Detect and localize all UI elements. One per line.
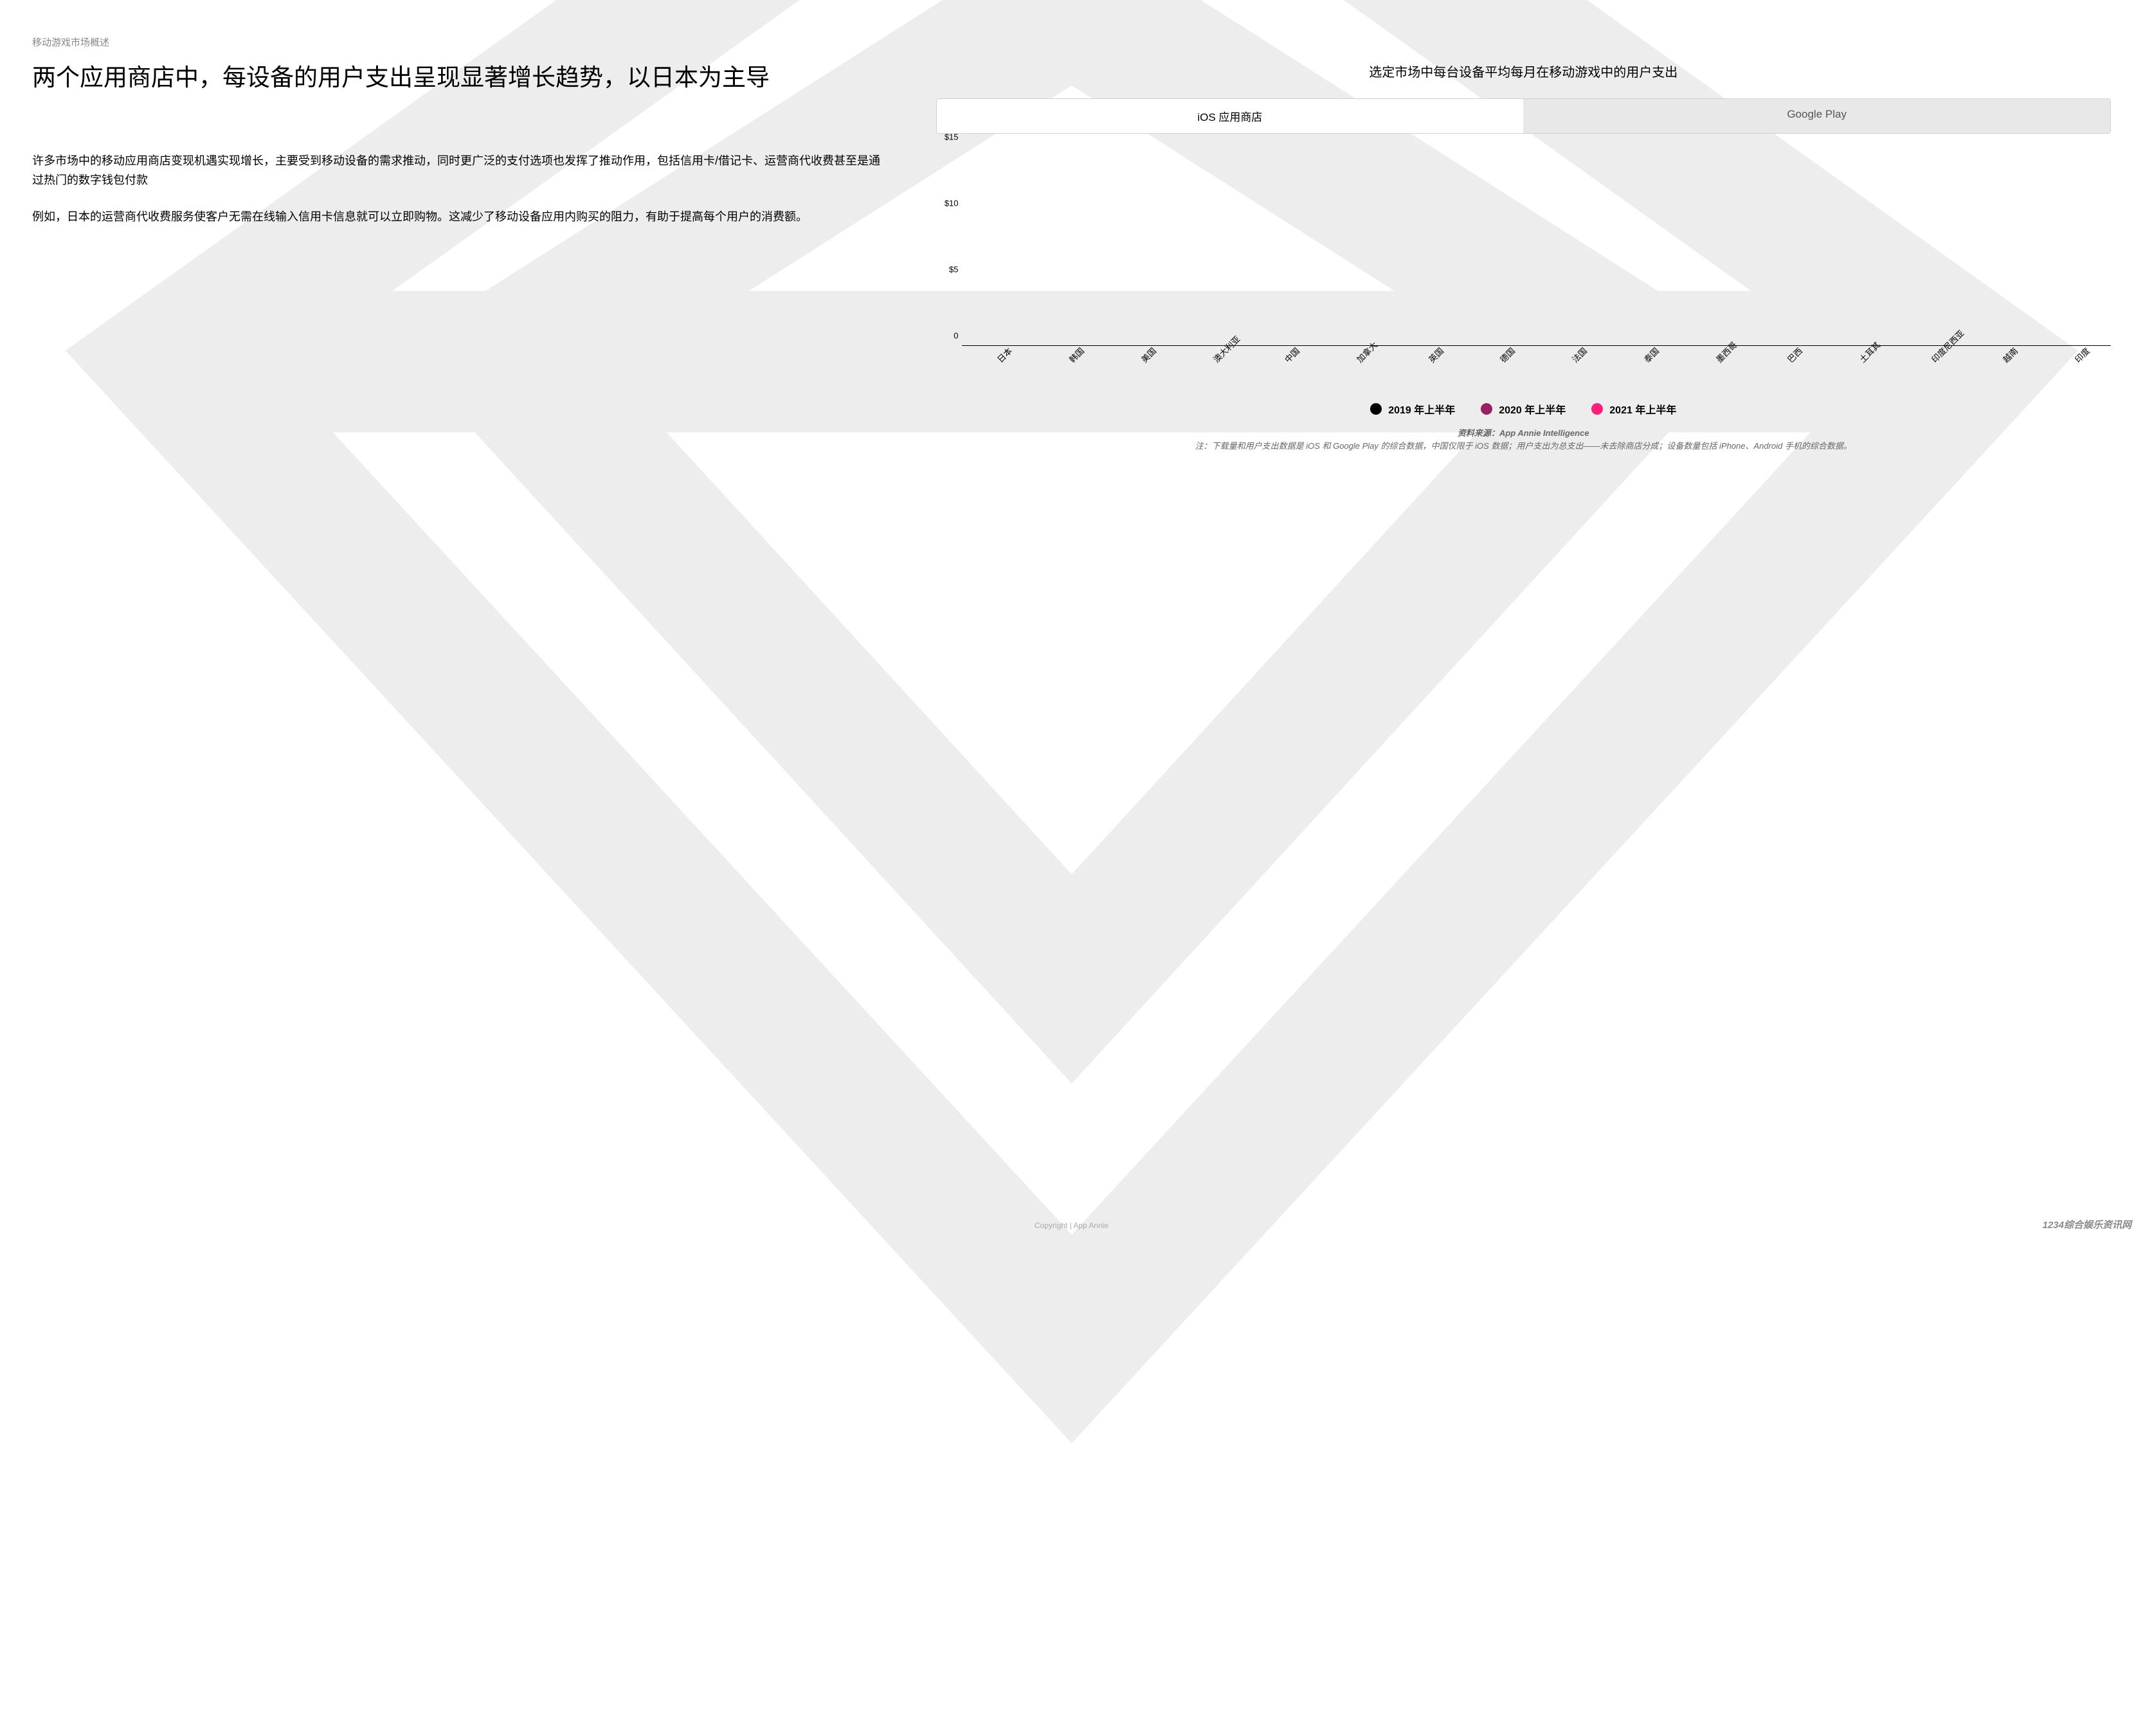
legend-label: 2021 年上半年: [1609, 401, 1676, 417]
legend-item: 2019 年上半年: [1370, 401, 1455, 417]
legend-item: 2020 年上半年: [1481, 401, 1566, 417]
columns: 两个应用商店中，每设备的用户支出呈现显著增长趋势，以日本为主导 许多市场中的移动…: [32, 62, 2111, 1218]
headline: 两个应用商店中，每设备的用户支出呈现显著增长趋势，以日本为主导: [32, 62, 885, 94]
chart-title: 选定市场中每台设备平均每月在移动游戏中的用户支出: [936, 62, 2111, 80]
right-column: 选定市场中每台设备平均每月在移动游戏中的用户支出 iOS 应用商店 Google…: [936, 62, 2111, 1218]
source-label: 资料来源：App Annie Intelligence: [1458, 428, 1589, 438]
legend-item: 2021 年上半年: [1591, 401, 1676, 417]
chart-legend: 2019 年上半年 2020 年上半年 2021 年上半年: [936, 401, 2111, 417]
tab-ios[interactable]: iOS 应用商店: [937, 99, 1524, 133]
body-paragraph-2: 例如，日本的运营商代收费服务使客户无需在线输入信用卡信息就可以立即购物。这减少了…: [32, 208, 885, 227]
legend-dot-icon: [1481, 403, 1492, 415]
left-column: 两个应用商店中，每设备的用户支出呈现显著增长趋势，以日本为主导 许多市场中的移动…: [32, 62, 885, 1218]
section-label: 移动游戏市场概述: [32, 35, 2111, 49]
chart: 0$5$10$15 日本韩国美国澳大利亚中国加拿大英国德国法国泰国墨西哥巴西土耳…: [936, 147, 2111, 384]
legend-dot-icon: [1370, 403, 1382, 415]
chart-bars-area: [962, 147, 2111, 345]
chart-y-tick: $5: [936, 265, 959, 275]
body-paragraph-1: 许多市场中的移动应用商店变现机遇实现增长，主要受到移动设备的需求推动，同时更广泛…: [32, 152, 885, 190]
legend-label: 2019 年上半年: [1388, 401, 1455, 417]
footer-copyright: Copyright | App Annie: [0, 1221, 2143, 1230]
tab-google-play[interactable]: Google Play: [1523, 99, 2110, 133]
chart-y-tick: 0: [936, 331, 959, 341]
chart-y-tick: $10: [936, 199, 959, 208]
legend-dot-icon: [1591, 403, 1603, 415]
chart-source: 资料来源：App Annie Intelligence 注：下载量和用户支出数据…: [936, 427, 2111, 452]
watermark: 1234综合娱乐资讯网: [2043, 1218, 2131, 1231]
source-note: 注：下载量和用户支出数据是 iOS 和 Google Play 的综合数据，中国…: [1195, 441, 1852, 451]
page: 移动游戏市场概述 两个应用商店中，每设备的用户支出呈现显著增长趋势，以日本为主导…: [0, 0, 2143, 1238]
chart-tabs: iOS 应用商店 Google Play: [936, 98, 2111, 134]
chart-x-labels: 日本韩国美国澳大利亚中国加拿大英国德国法国泰国墨西哥巴西土耳其印度尼西亚越南印度: [962, 346, 2111, 384]
legend-label: 2020 年上半年: [1499, 401, 1566, 417]
chart-y-tick: $15: [936, 132, 959, 142]
